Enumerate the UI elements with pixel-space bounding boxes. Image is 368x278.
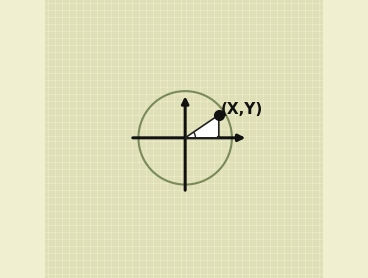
Polygon shape xyxy=(185,115,219,138)
Text: (X,Y): (X,Y) xyxy=(221,101,263,116)
